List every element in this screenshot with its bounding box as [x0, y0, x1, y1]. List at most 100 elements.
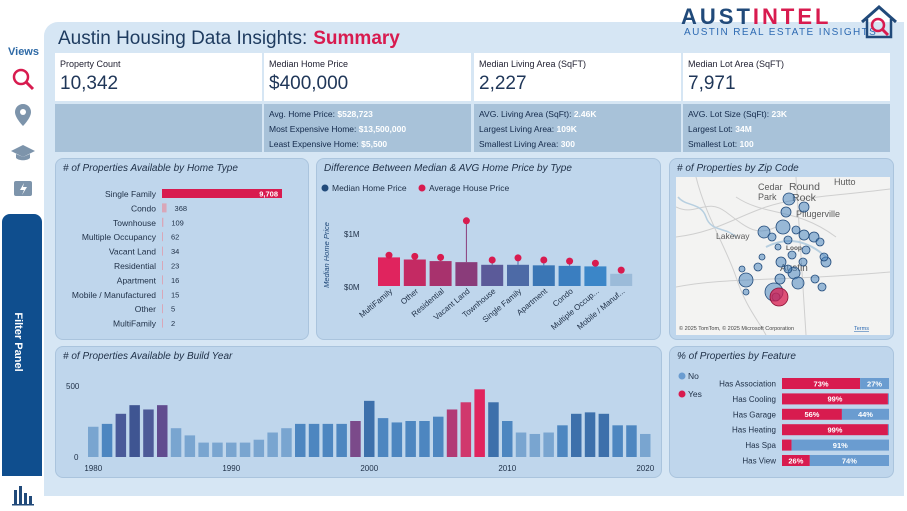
page-title: Austin Housing Data Insights: Summary	[58, 28, 400, 50]
category-label: MultiFamily	[113, 319, 157, 329]
median-bar	[532, 265, 555, 286]
kpi-detail-label: Largest Lot:	[688, 124, 733, 134]
data-label: 23	[171, 262, 179, 271]
map-background	[676, 177, 890, 335]
kpi-median-home-price: Median Home Price $400,000	[264, 53, 471, 101]
year-bar	[88, 426, 99, 457]
x-tick-label: 2020	[636, 464, 654, 473]
map-road	[695, 177, 767, 335]
data-label: 15	[171, 290, 179, 299]
kpi-label: Median Living Area (SqFT)	[479, 59, 587, 69]
y-tick-label: 0	[74, 453, 79, 462]
year-bar	[460, 402, 472, 457]
year-bar	[543, 432, 554, 457]
year-bar	[184, 435, 196, 457]
year-bar	[515, 432, 527, 457]
average-point	[540, 256, 548, 264]
year-bar	[115, 413, 127, 457]
zip-bubble	[738, 272, 754, 288]
median-bar	[558, 265, 581, 286]
no-bar	[791, 439, 889, 451]
kpi-detail-row: Largest Lot: 34M	[688, 124, 752, 134]
year-bar	[157, 405, 168, 457]
search-icon[interactable]	[10, 66, 36, 92]
views-title: Views	[8, 46, 39, 58]
year-bar	[267, 432, 278, 457]
year-bar	[143, 409, 154, 457]
year-bar	[419, 421, 430, 457]
kpi-detail-value: 109K	[556, 124, 577, 134]
map-place-label: Lakeway	[716, 231, 750, 241]
year-bar	[571, 413, 582, 457]
kpi-detail-label: Most Expensive Home:	[269, 124, 357, 134]
kpi-detail-value: $528,723	[337, 109, 373, 119]
no-bar	[887, 424, 889, 436]
kpi-detail-row: Smallest Lot: 100	[688, 139, 754, 149]
zip-bubble	[757, 225, 771, 239]
median-bar	[378, 257, 400, 286]
page-title-highlight: Summary	[313, 28, 400, 49]
no-data-label: 74%	[842, 456, 857, 465]
data-label: 62	[171, 233, 179, 242]
data-label: 2	[171, 319, 175, 328]
zip-bubble	[798, 229, 810, 241]
yes-bar	[782, 378, 861, 389]
legend-no-marker	[678, 372, 686, 380]
kpi-detail-label: AVG. Living Area (SqFt):	[479, 109, 572, 119]
data-label: 34	[171, 247, 179, 256]
kpi-detail-label: Avg. Home Price:	[269, 109, 335, 119]
zip-bubble	[774, 243, 782, 251]
average-point	[488, 256, 496, 264]
average-point	[385, 251, 393, 259]
year-bar	[391, 422, 403, 457]
year-bar	[295, 423, 306, 457]
feature-label: Has Cooling	[732, 395, 776, 404]
y-axis-label: Median Home Price	[322, 222, 331, 288]
category-label: Other	[135, 304, 156, 314]
kpi-detail-label: Smallest Lot:	[688, 139, 738, 149]
bar	[162, 217, 164, 227]
year-bar	[322, 423, 334, 457]
feature-title: % of Properties by Feature	[677, 351, 796, 362]
median-bar	[481, 264, 504, 286]
x-tick-label: 1980	[84, 464, 102, 473]
bar-chart-icon[interactable]	[10, 484, 36, 506]
year-bar	[598, 413, 610, 457]
average-point	[411, 252, 419, 260]
chart-lightning-icon[interactable]	[10, 176, 36, 202]
map-road	[676, 271, 890, 288]
zip-map-title: # of Properties by Zip Code	[677, 163, 799, 174]
map-place-label: Pflugerville	[796, 209, 840, 219]
kpi-value: $400,000	[269, 73, 349, 94]
category-label: Vacant Land	[109, 247, 156, 257]
home-type-title: # of Properties Available by Home Type	[63, 163, 238, 174]
map-attribution: © 2025 TomTom, © 2025 Microsoft Corporat…	[679, 325, 794, 332]
data-label: 5	[171, 305, 175, 314]
zip-bubble	[775, 219, 791, 235]
kpi-detail-value: $13,500,000	[358, 124, 407, 134]
zip-bubble	[758, 253, 766, 261]
graduation-cap-icon[interactable]	[10, 140, 36, 166]
price-diff-panel: Difference Between Median & AVG Home Pri…	[316, 158, 661, 340]
year-bar	[405, 421, 416, 457]
map-pin-icon[interactable]	[10, 102, 36, 128]
kpi-detail-label: AVG. Lot Size (SqFt):	[688, 109, 770, 119]
zip-bubble	[787, 250, 797, 260]
kpi-detail-value: 100	[739, 139, 754, 149]
kpi-label: Median Lot Area (SqFT)	[688, 59, 785, 69]
data-label: 16	[171, 276, 179, 285]
zip-bubble	[798, 201, 810, 213]
kpi-median-living-area: Median Living Area (SqFT) 2,227	[474, 53, 681, 101]
kpi-label: Property Count	[60, 59, 121, 69]
filter-panel-tab[interactable]	[2, 214, 42, 476]
year-bar	[557, 425, 568, 457]
zip-bubble	[742, 288, 750, 296]
year-bar	[364, 400, 375, 457]
kpi-detail-row: Least Expensive Home: $5,500	[269, 139, 387, 149]
no-bar	[809, 455, 889, 466]
build-year-title: # of Properties Available by Build Year	[63, 351, 233, 362]
feature-label: Has Garage	[733, 410, 777, 419]
category-label: Mobile / Manufactured	[72, 290, 156, 300]
price-diff-title: Difference Between Median & AVG Home Pri…	[324, 163, 572, 174]
